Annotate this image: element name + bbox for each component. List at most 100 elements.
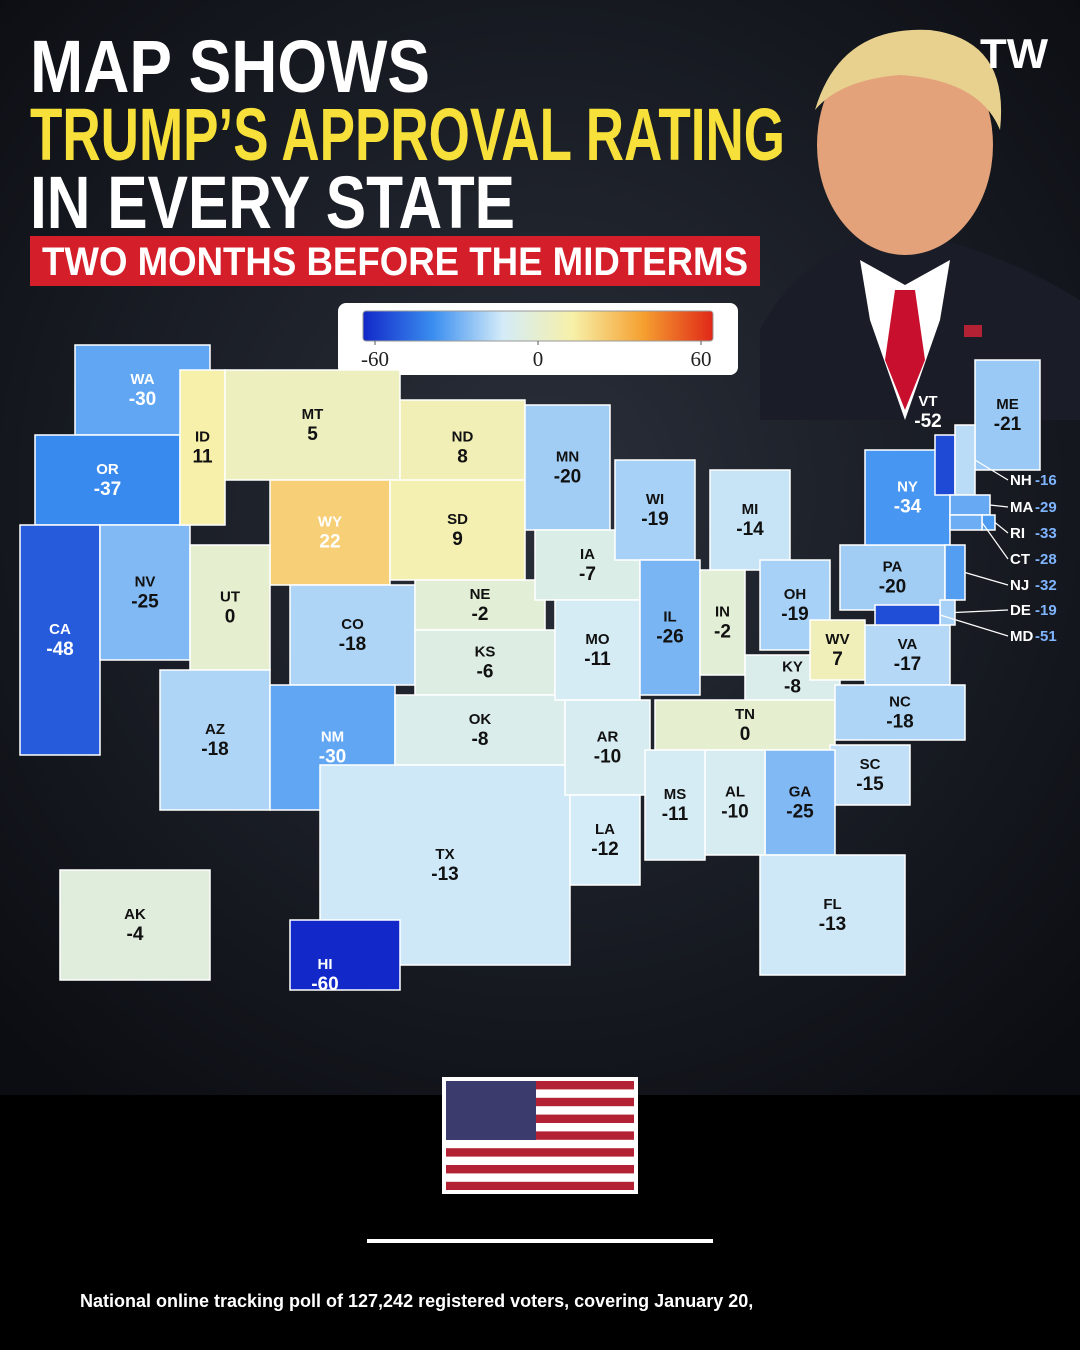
leader-line <box>989 504 1009 508</box>
state-code: LA <box>595 821 615 838</box>
state-code: OR <box>96 461 119 478</box>
state-shape <box>949 494 991 516</box>
state-value: -11 <box>584 649 611 670</box>
state-code: FL <box>823 896 841 913</box>
state-value: 5 <box>307 424 318 445</box>
state-value: -19 <box>781 604 808 625</box>
state-code: NC <box>889 694 911 711</box>
state-value: -19 <box>641 509 668 530</box>
state-shape <box>394 694 566 766</box>
state-value: -30 <box>129 389 156 410</box>
state-shape <box>224 369 401 481</box>
state-value: -29 <box>1035 499 1057 516</box>
state-code: AR <box>597 729 619 746</box>
state-value: -11 <box>662 804 689 825</box>
state-shape <box>554 599 641 701</box>
state-value: -34 <box>894 497 922 518</box>
state-code: WI <box>646 491 664 508</box>
state-code: CA <box>49 621 71 638</box>
state-code: WY <box>318 514 342 531</box>
state-shape <box>829 744 911 806</box>
state-value: -12 <box>591 839 618 860</box>
state-value: -15 <box>856 774 884 795</box>
state-code: NH <box>1010 472 1032 489</box>
state-value: -14 <box>736 519 764 540</box>
state-shape <box>569 794 641 886</box>
state-shape <box>759 854 906 976</box>
state-code: OK <box>469 711 492 728</box>
title-line: MAP SHOWS <box>30 25 430 108</box>
state-value: -16 <box>1035 472 1057 489</box>
state-value: -21 <box>994 414 1022 435</box>
state-shape <box>99 524 191 661</box>
state-shape <box>179 369 226 526</box>
subtitle-box <box>30 236 760 286</box>
state-code: MT <box>302 406 324 423</box>
state-code: WV <box>825 631 849 648</box>
state-value: -20 <box>554 467 581 488</box>
state-code: NY <box>897 479 918 496</box>
legend-gradient <box>362 310 714 342</box>
state-code: VT <box>918 393 937 410</box>
state-shape <box>954 424 976 496</box>
leader-line <box>974 459 1009 481</box>
leader-line <box>939 614 1009 637</box>
legend-tick-label: 0 <box>533 347 544 371</box>
state-value: 7 <box>832 649 843 670</box>
state-code: IN <box>715 604 730 621</box>
state-shape <box>399 399 526 496</box>
state-shape <box>644 749 706 861</box>
state-code: IL <box>663 609 676 626</box>
state-shape <box>524 404 611 531</box>
footer-note: National online tracking poll of 127,242… <box>80 1291 753 1311</box>
state-value: -13 <box>431 864 458 885</box>
state-shape <box>709 469 791 571</box>
legend-tick-label: -60 <box>361 347 389 371</box>
state-code: ID <box>195 429 210 446</box>
state-value: -37 <box>94 479 121 500</box>
state-value: -30 <box>319 747 346 768</box>
state-code: MI <box>742 501 759 518</box>
state-code: PA <box>883 559 903 576</box>
state-shape <box>699 569 746 676</box>
state-shape <box>834 684 966 741</box>
state-shape <box>934 434 956 496</box>
state-value: -20 <box>879 577 906 598</box>
state-value: -26 <box>656 627 683 648</box>
state-code: NE <box>470 586 491 603</box>
state-code: AK <box>124 906 146 923</box>
state-value: -33 <box>1035 525 1057 542</box>
state-value: 8 <box>457 447 468 468</box>
state-shape <box>654 699 836 751</box>
state-shape <box>874 604 941 626</box>
state-code: SD <box>447 511 468 528</box>
state-shape <box>809 619 866 681</box>
state-shape <box>269 479 391 586</box>
state-value: 9 <box>452 529 463 550</box>
state-code: MO <box>585 631 609 648</box>
state-shape <box>949 514 983 531</box>
title-line: IN EVERY STATE <box>30 161 515 244</box>
state-code: CT <box>1010 551 1030 568</box>
state-value: -51 <box>1035 628 1057 645</box>
state-value: -13 <box>819 914 846 935</box>
state-code: VA <box>898 636 918 653</box>
state-value: 0 <box>740 724 751 745</box>
state-code: NV <box>135 574 156 591</box>
title-line: TRUMP’S APPROVAL RATING <box>30 93 785 176</box>
state-value: -18 <box>339 634 366 655</box>
state-value: -28 <box>1035 551 1057 568</box>
state-value: -2 <box>472 604 489 625</box>
state-shape <box>564 699 651 796</box>
state-code: CO <box>341 616 364 633</box>
state-code: OH <box>784 586 807 603</box>
state-shape <box>289 584 416 686</box>
state-code: IA <box>580 546 595 563</box>
state-value: -48 <box>46 639 73 660</box>
state-shape <box>981 514 996 531</box>
state-shape <box>389 479 526 581</box>
state-shape <box>189 544 271 671</box>
leader-line <box>954 609 1009 614</box>
